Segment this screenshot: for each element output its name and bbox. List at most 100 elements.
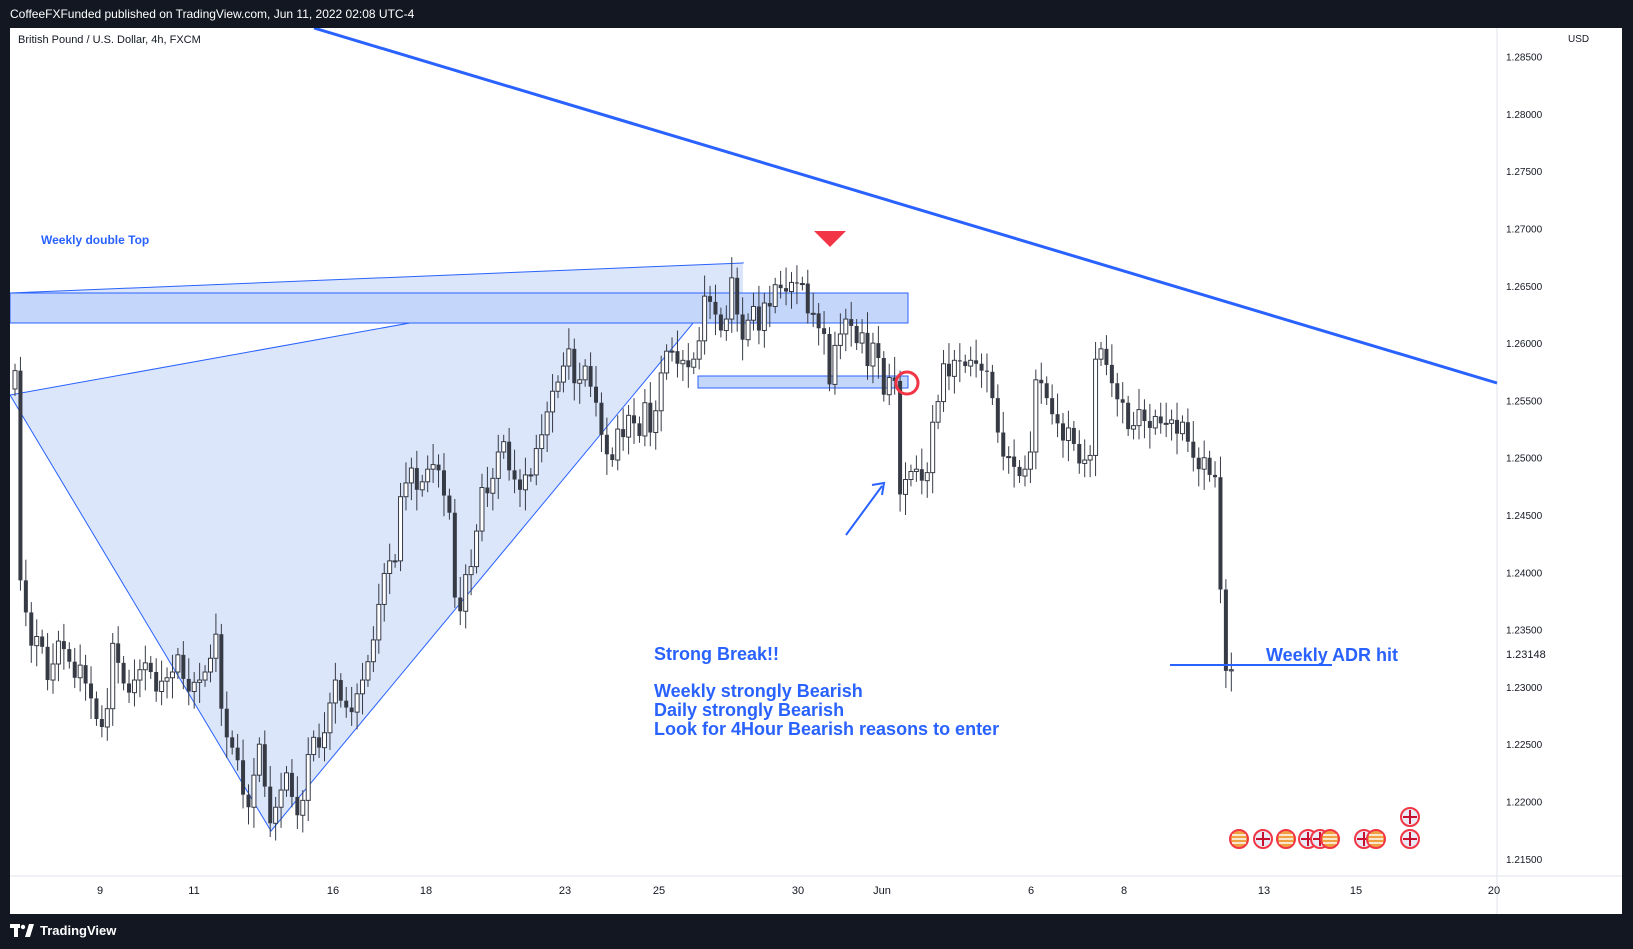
candle[interactable] bbox=[632, 398, 637, 444]
candle[interactable] bbox=[963, 354, 968, 373]
candle[interactable] bbox=[458, 576, 463, 626]
candle[interactable] bbox=[1147, 403, 1152, 449]
candle[interactable] bbox=[463, 564, 469, 629]
candle[interactable] bbox=[365, 654, 371, 687]
candle[interactable] bbox=[1223, 579, 1228, 689]
candle[interactable] bbox=[387, 543, 393, 595]
candle[interactable] bbox=[1050, 384, 1055, 425]
candle[interactable] bbox=[995, 384, 1000, 443]
candle[interactable] bbox=[560, 352, 566, 393]
us-flag-event-icon[interactable] bbox=[1320, 829, 1340, 849]
strong-break-label[interactable]: Strong Break!! bbox=[654, 644, 780, 664]
candle[interactable] bbox=[1055, 393, 1060, 438]
candle[interactable] bbox=[419, 474, 425, 497]
us-flag-event-icon[interactable] bbox=[1276, 829, 1296, 849]
candle[interactable] bbox=[230, 730, 235, 755]
candle[interactable] bbox=[131, 659, 137, 707]
candle[interactable] bbox=[1175, 402, 1180, 455]
candle[interactable] bbox=[517, 469, 522, 508]
candle[interactable] bbox=[191, 672, 197, 709]
candle[interactable] bbox=[642, 388, 648, 447]
candle[interactable] bbox=[843, 308, 849, 352]
candle[interactable] bbox=[246, 784, 251, 825]
candle[interactable] bbox=[745, 313, 751, 347]
candle[interactable] bbox=[181, 641, 186, 690]
candle[interactable] bbox=[1060, 413, 1065, 458]
candle[interactable] bbox=[599, 392, 604, 452]
candle[interactable] bbox=[83, 654, 88, 701]
candle[interactable] bbox=[1169, 409, 1175, 441]
candle[interactable] bbox=[1065, 410, 1071, 462]
candle[interactable] bbox=[696, 327, 702, 370]
candle[interactable] bbox=[479, 473, 485, 542]
us-flag-event-icon[interactable] bbox=[1229, 829, 1249, 849]
candle[interactable] bbox=[794, 265, 799, 305]
candle[interactable] bbox=[61, 623, 66, 670]
candle[interactable] bbox=[750, 292, 756, 331]
candle[interactable] bbox=[1191, 421, 1196, 472]
candle[interactable] bbox=[533, 434, 539, 486]
candle[interactable] bbox=[930, 405, 936, 494]
candle[interactable] bbox=[881, 351, 886, 402]
candle[interactable] bbox=[311, 730, 317, 762]
candle[interactable] bbox=[594, 366, 599, 417]
candle[interactable] bbox=[1001, 411, 1006, 471]
candle[interactable] bbox=[1027, 431, 1033, 483]
candle[interactable] bbox=[213, 613, 219, 673]
candle[interactable] bbox=[708, 285, 713, 320]
candle[interactable] bbox=[23, 559, 28, 627]
candle[interactable] bbox=[908, 464, 914, 487]
candle[interactable] bbox=[441, 453, 446, 517]
candle[interactable] bbox=[1093, 341, 1099, 477]
candle[interactable] bbox=[1022, 455, 1028, 487]
sell-arrow-marker[interactable] bbox=[814, 231, 846, 247]
candle[interactable] bbox=[1152, 409, 1158, 435]
candle[interactable] bbox=[572, 338, 577, 401]
candle[interactable] bbox=[327, 692, 333, 750]
candle[interactable] bbox=[1120, 382, 1125, 424]
candle[interactable] bbox=[539, 414, 545, 463]
candle[interactable] bbox=[691, 352, 697, 375]
adr-hit-label[interactable]: Weekly ADR hit bbox=[1266, 645, 1399, 665]
candle[interactable] bbox=[18, 356, 23, 591]
candle[interactable] bbox=[756, 285, 761, 345]
candle[interactable] bbox=[159, 660, 165, 706]
candle[interactable] bbox=[67, 642, 72, 669]
candle[interactable] bbox=[34, 619, 40, 667]
candle[interactable] bbox=[621, 408, 626, 451]
candle[interactable] bbox=[251, 757, 257, 828]
candle[interactable] bbox=[50, 643, 56, 694]
candle[interactable] bbox=[979, 353, 984, 388]
candle[interactable] bbox=[1039, 362, 1044, 404]
candle[interactable] bbox=[169, 654, 175, 699]
candle[interactable] bbox=[164, 667, 170, 699]
candle[interactable] bbox=[381, 563, 387, 622]
candle[interactable] bbox=[197, 662, 203, 703]
candle[interactable] bbox=[99, 705, 104, 738]
candle[interactable] bbox=[788, 272, 794, 309]
double-top-triangle[interactable] bbox=[10, 262, 745, 832]
candle[interactable] bbox=[495, 434, 501, 499]
candle[interactable] bbox=[924, 462, 930, 498]
candle[interactable] bbox=[778, 270, 783, 299]
candle[interactable] bbox=[55, 630, 61, 682]
candle[interactable] bbox=[990, 364, 995, 406]
candle[interactable] bbox=[344, 686, 349, 718]
candle[interactable] bbox=[175, 647, 181, 679]
candle[interactable] bbox=[566, 328, 572, 380]
candle[interactable] bbox=[816, 303, 821, 346]
candle[interactable] bbox=[729, 257, 735, 333]
candle[interactable] bbox=[1098, 341, 1104, 367]
candle[interactable] bbox=[1104, 335, 1109, 376]
candle[interactable] bbox=[154, 658, 159, 702]
candle[interactable] bbox=[403, 462, 409, 511]
candle[interactable] bbox=[957, 343, 962, 383]
candle[interactable] bbox=[859, 319, 865, 354]
candle[interactable] bbox=[658, 355, 664, 432]
candle[interactable] bbox=[512, 449, 517, 494]
candle[interactable] bbox=[810, 292, 816, 328]
candle[interactable] bbox=[40, 629, 45, 654]
candle[interactable] bbox=[338, 673, 343, 708]
candle[interactable] bbox=[822, 311, 827, 355]
candle[interactable] bbox=[425, 455, 431, 493]
